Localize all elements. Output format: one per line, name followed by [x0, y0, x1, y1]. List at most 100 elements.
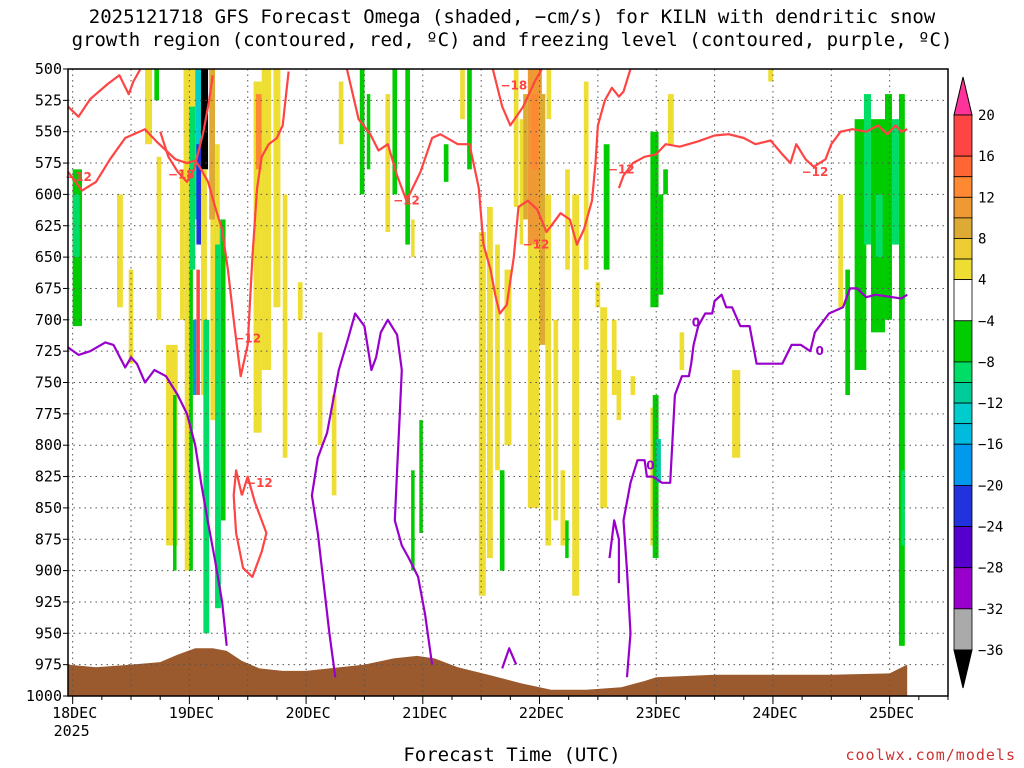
omega-cell: [513, 69, 519, 207]
y-tick-label: 825: [35, 468, 62, 486]
omega-cell: [166, 344, 178, 546]
contour-label: −12: [608, 162, 635, 176]
freezing-level-line: [608, 519, 621, 584]
freezing-level-line: [501, 647, 518, 669]
y-tick-label: 650: [35, 248, 62, 266]
omega-cell: [72, 194, 80, 258]
omega-cell: [261, 69, 272, 370]
omega-cell: [478, 232, 486, 596]
omega-cell: [467, 69, 472, 170]
omega-cell: [884, 94, 892, 320]
omega-cell: [546, 69, 552, 120]
colorbar-band: [953, 567, 973, 610]
colorbar: 20 16 12 8 4 −4 −8 −12 −16 −20 −24 −28 −32 −36: [953, 76, 1003, 689]
omega-cell: [603, 144, 610, 270]
y-tick-label: 1000: [26, 687, 62, 705]
omega-cell: [565, 169, 570, 270]
omega-cell: [656, 438, 661, 483]
colorbar-band: [953, 155, 973, 178]
omega-cell: [411, 470, 415, 571]
omega-cell: [192, 319, 197, 396]
x-tick-label: 24DEC: [752, 704, 797, 722]
omega-cell: [667, 94, 674, 145]
colorbar-band: [953, 279, 973, 322]
x-tick-label: 20DEC: [286, 704, 331, 722]
y-axis: 500 525 550 575 600 625 650 675 700 725 750 775 800 8…: [26, 60, 68, 705]
colorbar-label: 4: [978, 273, 986, 289]
omega-cell: [117, 194, 123, 308]
y-tick-label: 950: [35, 624, 62, 642]
omega-cell: [527, 244, 540, 508]
omega-cell: [519, 119, 524, 245]
colorbar-label: −36: [978, 643, 1003, 659]
y-tick-label: 875: [35, 530, 62, 548]
omega-cell: [652, 395, 659, 559]
omega-cell: [863, 94, 871, 245]
omega-cell: [443, 144, 449, 182]
colorbar-band: [953, 608, 973, 651]
omega-cell: [838, 194, 843, 308]
omega-cell: [565, 520, 569, 559]
omega-cell: [220, 219, 226, 521]
x-tick-label: 23DEC: [636, 704, 681, 722]
terrain: [68, 648, 908, 696]
omega-cell: [210, 219, 216, 421]
site-credit[interactable]: coolwx.com/models: [845, 746, 1016, 764]
omega-cell: [359, 69, 365, 195]
omega-cell: [411, 219, 415, 258]
colorbar-label: −8: [978, 355, 995, 371]
colorbar-band: [953, 238, 973, 260]
terrain-surface: [68, 648, 908, 696]
colorbar-band: [953, 649, 973, 689]
y-tick-label: 500: [35, 60, 62, 78]
omega-cell: [854, 119, 867, 370]
x-axis-label: Forecast Time (UTC): [403, 744, 621, 766]
colorbar-label: −32: [978, 602, 1003, 618]
omega-cell: [583, 81, 589, 270]
contour-label: −18: [500, 78, 527, 92]
y-tick-label: 600: [35, 185, 62, 203]
omega-cell: [572, 194, 580, 596]
y-tick-label: 700: [35, 311, 62, 329]
colorbar-label: −12: [978, 396, 1003, 412]
contour-label: 0: [692, 315, 700, 329]
colorbar-band: [953, 196, 973, 219]
freezing-level-line: [622, 287, 908, 678]
omega-cell: [317, 332, 323, 446]
freezing-level-line: [67, 341, 228, 646]
y-tick-label: 850: [35, 499, 62, 517]
y-tick-label: 775: [35, 405, 62, 423]
omega-cell: [600, 307, 608, 508]
omega-cell: [184, 219, 190, 571]
omega-cell: [156, 156, 162, 320]
chart-title-line-1: 2025121718 GFS Forecast Omega (shaded, −…: [88, 6, 936, 28]
colorbar-band: [953, 382, 973, 404]
colorbar-band: [953, 423, 973, 445]
omega-cell: [495, 244, 500, 471]
y-tick-label: 900: [35, 562, 62, 580]
omega-cell: [282, 194, 288, 458]
omega-cell: [545, 194, 552, 546]
colorbar-band: [953, 258, 973, 281]
y-tick-label: 750: [35, 374, 62, 392]
colorbar-band: [953, 443, 973, 486]
omega-cell: [209, 69, 216, 220]
omega-cell: [392, 69, 398, 195]
colorbar-label: −4: [978, 314, 995, 330]
colorbar-band: [953, 484, 973, 527]
x-tick-label: 25DEC: [869, 704, 914, 722]
omega-cell: [891, 119, 899, 245]
colorbar-band: [953, 114, 973, 157]
omega-cell: [486, 206, 493, 559]
omega-cell: [732, 369, 741, 458]
isotherm-line: [617, 124, 908, 189]
contour-label: −12: [234, 332, 261, 346]
omega-cell: [616, 369, 622, 421]
contour-labels: −12 −18 −18 −12 −12 −12 −12 −12 −12 0 0 0: [65, 78, 828, 490]
colorbar-label: 12: [978, 190, 995, 206]
omega-cell: [338, 81, 344, 145]
colorbar-band: [953, 402, 973, 425]
x-tick-sublabel: 2025: [54, 722, 90, 740]
omega-cell: [663, 169, 668, 195]
